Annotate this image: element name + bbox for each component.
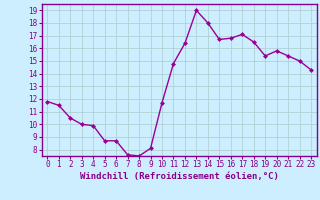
X-axis label: Windchill (Refroidissement éolien,°C): Windchill (Refroidissement éolien,°C) bbox=[80, 172, 279, 181]
